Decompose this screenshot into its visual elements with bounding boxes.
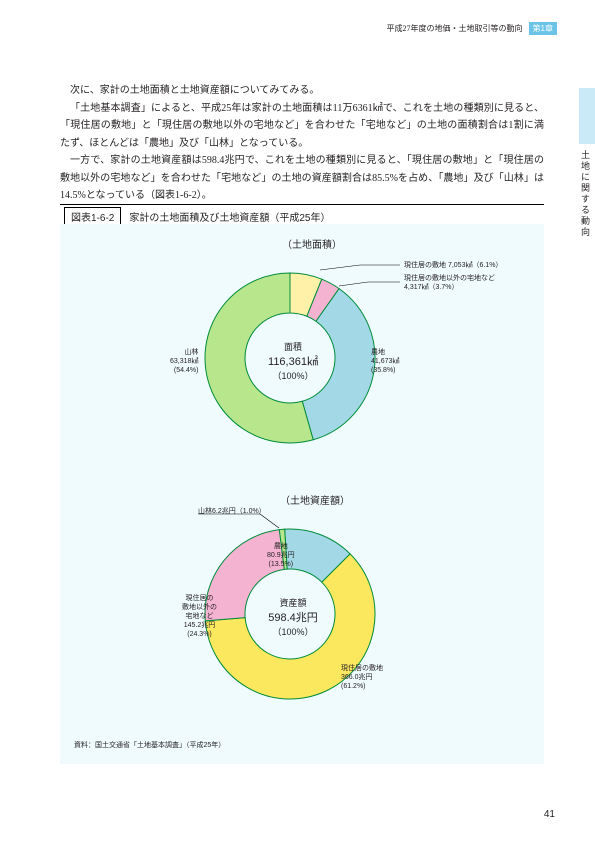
chart1-center-pct: （100%） xyxy=(258,369,328,382)
chart1-center-value: 116,361㎢ xyxy=(258,353,328,369)
side-label: 土地に関する動向 xyxy=(579,150,592,238)
chart-source: 資料：国土交通省「土地基本調査」（平成25年） xyxy=(74,740,225,750)
chart-area: （土地面積） 面積 116,361㎢ （100%） 現住居の敷地 7,053㎢（… xyxy=(60,224,544,764)
chart1-label-other: 現住居の敷地以外の宅地など 4,317㎢（3.7%） xyxy=(404,274,495,292)
chart2-center: 資産額 598.4兆円 （100%） xyxy=(258,596,328,638)
chapter-badge: 第1章 xyxy=(529,22,557,35)
chart1-center: 面積 116,361㎢ （100%） xyxy=(258,340,328,382)
chart1-label-farmland: 農地 41,673㎢ (35.8%) xyxy=(371,348,399,375)
chart-title: 家計の土地面積及び土地資産額（平成25年） xyxy=(129,209,330,224)
chart1-label-residence: 現住居の敷地 7,053㎢（6.1%） xyxy=(404,261,502,270)
chart1-center-label: 面積 xyxy=(258,340,328,353)
chart2-label-residence: 現住居の敷地 366.0兆円 (61.2%) xyxy=(341,664,383,691)
paragraph: 「土地基本調査」によると、平成25年は家計の土地面積は11万6361㎢で、これを… xyxy=(60,100,544,153)
chart1-label-forest: 山林 63,318㎢ (54.4%) xyxy=(170,348,198,375)
chart2-label-other: 現住居の 敷地以外の 宅地など 145.2兆円 (24.3%) xyxy=(182,594,217,639)
chart2-center-value: 598.4兆円 xyxy=(258,609,328,625)
header-bar: 平成27年度の地価・土地取引等の動向 第1章 xyxy=(387,22,557,35)
body-text: 次に、家計の土地面積と土地資産額についてみてみる。 「土地基本調査」によると、平… xyxy=(60,82,544,205)
paragraph: 次に、家計の土地面積と土地資産額についてみてみる。 xyxy=(60,82,544,100)
chart2-label-farmland: 農地 80.9兆円 (13.5%) xyxy=(267,542,295,569)
breadcrumb: 平成27年度の地価・土地取引等の動向 xyxy=(387,23,523,34)
side-tab xyxy=(579,88,595,144)
paragraph: 一方で、家計の土地資産額は598.4兆円で、これを土地の種類別に見ると、「現住居… xyxy=(60,152,544,205)
page-number: 41 xyxy=(544,809,555,820)
chart2-label-forest: 山林6.2兆円（1.0%） xyxy=(198,507,266,516)
chart2-center-pct: （100%） xyxy=(258,625,328,638)
chart2-center-label: 資産額 xyxy=(258,596,328,609)
